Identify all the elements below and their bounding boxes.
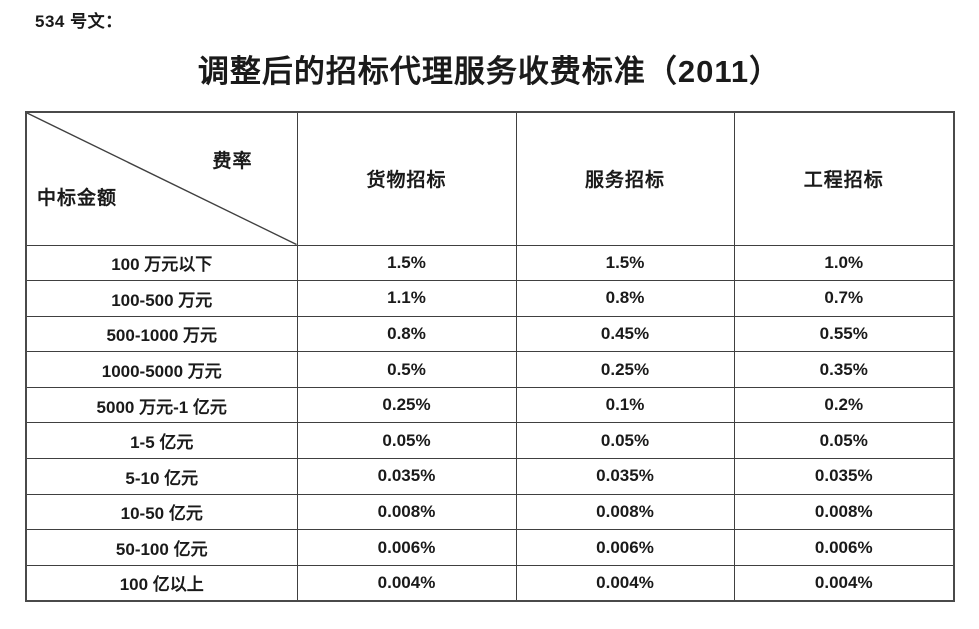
rate-cell-goods: 1.5% <box>296 244 517 282</box>
table-row: 1000-5000 万元 0.5% 0.25% 0.35% <box>25 351 955 388</box>
doc-number: 534 号文： <box>35 12 123 31</box>
rate-cell-service: 1.5% <box>515 244 735 282</box>
rate-cell-goods: 0.004% <box>296 564 517 602</box>
rate-cell-service: 0.008% <box>515 493 735 531</box>
row-amount-label: 10-50 亿元 <box>25 493 298 531</box>
table-row: 100 万元以下 1.5% 1.5% 1.0% <box>25 244 955 282</box>
rate-cell-service: 0.035% <box>515 458 735 495</box>
table-row: 5-10 亿元 0.035% 0.035% 0.035% <box>25 458 955 495</box>
row-amount-label: 500-1000 万元 <box>25 315 298 353</box>
row-amount-label: 5-10 亿元 <box>25 458 298 495</box>
row-amount-label: 1000-5000 万元 <box>25 351 298 388</box>
diagonal-divider-line <box>27 113 297 245</box>
table-row: 10-50 亿元 0.008% 0.008% 0.008% <box>25 493 955 531</box>
rate-cell-service: 0.004% <box>515 564 735 602</box>
rate-cell-engineering: 0.05% <box>733 422 955 460</box>
rate-cell-goods: 0.5% <box>296 351 517 388</box>
rate-cell-service: 0.05% <box>515 422 735 460</box>
table-row: 100-500 万元 1.1% 0.8% 0.7% <box>25 280 955 317</box>
rate-cell-engineering: 0.004% <box>733 564 955 602</box>
rate-cell-service: 0.8% <box>515 280 735 317</box>
corner-label-amount: 中标金额 <box>37 188 118 209</box>
page-title: 调整后的招标代理服务收费标准（2011） <box>197 54 782 89</box>
row-amount-label: 1-5 亿元 <box>25 422 298 460</box>
row-amount-label: 100 万元以下 <box>25 244 298 282</box>
rate-cell-goods: 0.035% <box>296 458 517 495</box>
rate-cell-goods: 0.05% <box>296 422 517 460</box>
rate-cell-goods: 1.1% <box>296 280 517 317</box>
rate-cell-engineering: 0.35% <box>733 351 955 388</box>
rate-cell-goods: 0.8% <box>296 315 517 353</box>
fee-table: 费率 中标金额 货物招标 服务招标 工程招标 100 万元以下 1.5% 1.5… <box>25 111 955 602</box>
corner-header-cell: 费率 中标金额 <box>25 111 298 246</box>
rate-cell-goods: 0.006% <box>296 529 517 566</box>
row-amount-label: 50-100 亿元 <box>25 529 298 566</box>
rate-cell-goods: 0.008% <box>296 493 517 531</box>
rate-cell-engineering: 0.7% <box>733 280 955 317</box>
table-row: 50-100 亿元 0.006% 0.006% 0.006% <box>25 529 955 566</box>
rate-cell-goods: 0.25% <box>296 386 517 424</box>
table-row: 100 亿以上 0.004% 0.004% 0.004% <box>25 564 955 602</box>
rate-cell-engineering: 0.006% <box>733 529 955 566</box>
rate-cell-engineering: 0.035% <box>733 458 955 495</box>
column-header-engineering: 工程招标 <box>733 111 955 246</box>
row-amount-label: 100 亿以上 <box>25 564 298 602</box>
rate-cell-engineering: 0.008% <box>733 493 955 531</box>
rate-cell-engineering: 1.0% <box>733 244 955 282</box>
rate-cell-engineering: 0.55% <box>733 315 955 353</box>
corner-label-rate: 费率 <box>212 151 253 172</box>
rate-cell-engineering: 0.2% <box>733 386 955 424</box>
column-header-goods: 货物招标 <box>296 111 517 246</box>
column-header-service: 服务招标 <box>515 111 735 246</box>
rate-cell-service: 0.25% <box>515 351 735 388</box>
row-amount-label: 5000 万元-1 亿元 <box>25 386 298 424</box>
rate-cell-service: 0.006% <box>515 529 735 566</box>
table-row: 1-5 亿元 0.05% 0.05% 0.05% <box>25 422 955 460</box>
table-header-row: 费率 中标金额 货物招标 服务招标 工程招标 <box>25 111 955 246</box>
table-row: 500-1000 万元 0.8% 0.45% 0.55% <box>25 315 955 353</box>
rate-cell-service: 0.1% <box>515 386 735 424</box>
table-row: 5000 万元-1 亿元 0.25% 0.1% 0.2% <box>25 386 955 424</box>
rate-cell-service: 0.45% <box>515 315 735 353</box>
row-amount-label: 100-500 万元 <box>25 280 298 317</box>
